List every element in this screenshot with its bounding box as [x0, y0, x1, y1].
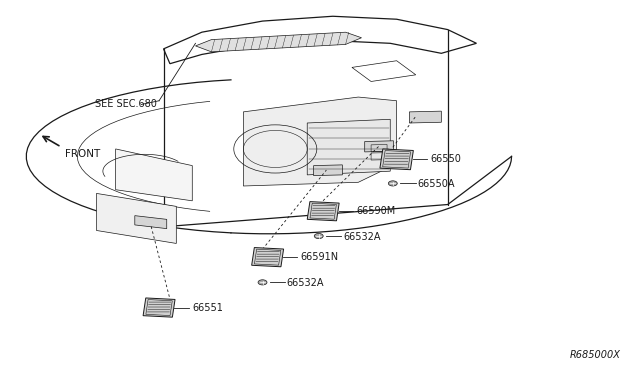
Text: FRONT: FRONT: [65, 149, 100, 159]
Text: SEE SEC.680: SEE SEC.680: [95, 99, 157, 109]
Text: 66551: 66551: [192, 302, 223, 312]
Polygon shape: [252, 247, 284, 267]
Circle shape: [314, 234, 323, 238]
Polygon shape: [380, 149, 413, 170]
Polygon shape: [195, 32, 362, 52]
Polygon shape: [243, 97, 397, 186]
Polygon shape: [143, 298, 175, 317]
Text: 66532A: 66532A: [343, 232, 381, 242]
Polygon shape: [97, 193, 176, 243]
Text: 66590M: 66590M: [356, 206, 396, 216]
Text: 66532A: 66532A: [287, 278, 324, 288]
Polygon shape: [135, 216, 167, 229]
Text: 66591N: 66591N: [300, 252, 339, 262]
Circle shape: [258, 280, 267, 285]
Circle shape: [388, 181, 397, 186]
Text: 66550A: 66550A: [418, 179, 455, 189]
Text: 66550: 66550: [431, 154, 461, 164]
Polygon shape: [314, 165, 342, 176]
Polygon shape: [365, 141, 394, 152]
Polygon shape: [307, 119, 390, 175]
Polygon shape: [410, 111, 442, 123]
Polygon shape: [307, 202, 339, 221]
Polygon shape: [116, 149, 192, 201]
Text: R685000X: R685000X: [569, 350, 620, 360]
